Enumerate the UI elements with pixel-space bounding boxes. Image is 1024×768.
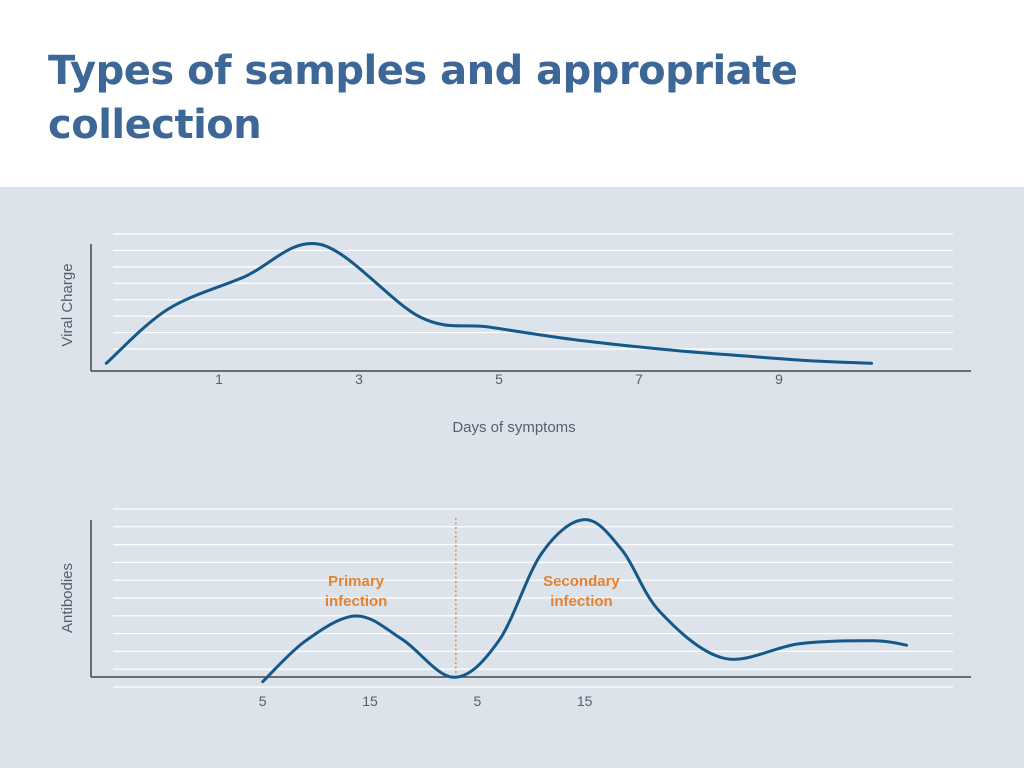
- antibodies-tick-label: 15: [362, 693, 378, 709]
- viral-series-line: [104, 241, 873, 365]
- viral-tick-label: 1: [215, 371, 223, 387]
- antibodies-tick-label: 15: [577, 693, 593, 709]
- slide-title: Types of samples and appropriate collect…: [48, 48, 798, 148]
- antibodies-annotation-line2: infection: [550, 593, 613, 610]
- viral-y-axis-title: Viral Charge: [59, 263, 76, 346]
- antibodies-annotation-line1: Primary: [328, 573, 385, 590]
- antibodies-tick-label: 5: [259, 693, 267, 709]
- viral-x-axis-title: Days of symptoms: [452, 419, 575, 436]
- antibodies-annotation-line2: infection: [325, 593, 388, 610]
- antibodies-tick-label: 5: [473, 693, 481, 709]
- viral-tick-label: 3: [355, 371, 363, 387]
- antibodies-y-axis-title: Antibodies: [59, 563, 76, 633]
- viral-tick-label: 7: [635, 371, 643, 387]
- antibodies-series-line: [261, 518, 909, 684]
- antibodies-annotation-line1: Secondary: [543, 573, 620, 590]
- viral-tick-label: 5: [495, 371, 503, 387]
- viral-tick-label: 9: [775, 371, 783, 387]
